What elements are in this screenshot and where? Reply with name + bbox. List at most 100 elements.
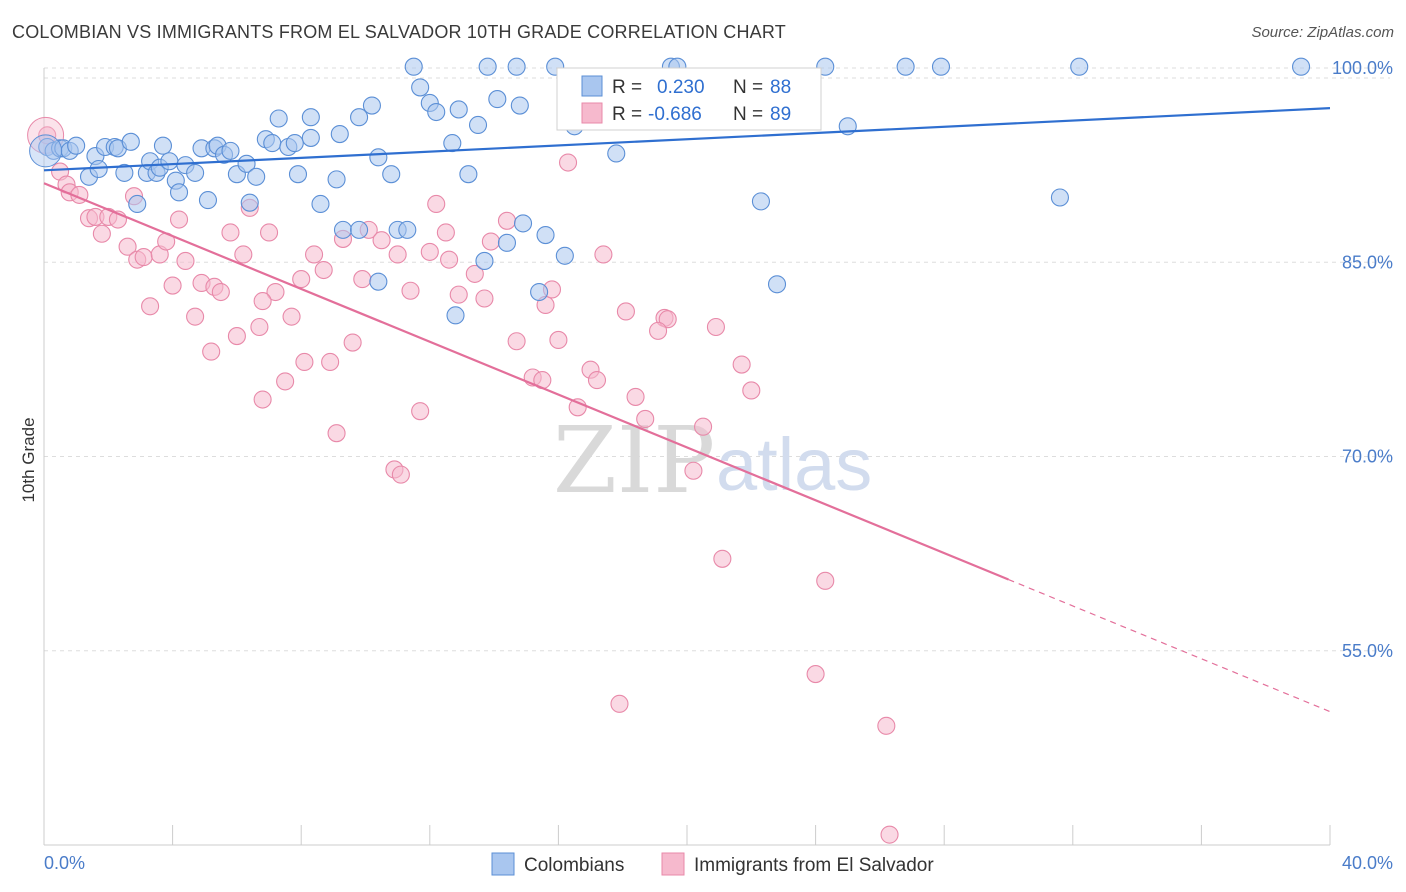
point-colombians [333,220,353,239]
point-colombians [555,246,574,265]
point-colombians [160,152,179,171]
x-tick-label-min: 0.0% [44,853,85,873]
legend-swatch-el-salvador [661,852,685,876]
point-el-salvador [202,342,221,361]
point-colombians [285,134,304,153]
y-tick-label: 55.0% [1342,641,1393,661]
point-colombians [301,128,320,147]
y-axis-title: 10th Grade [19,417,38,502]
stats-r-label-pink: R = [612,104,642,125]
trend-line-el-salvador [43,182,1009,581]
legend-label-el-salvador: Immigrants from El Salvador [694,855,934,876]
legend-swatch-colombians [491,852,515,876]
point-colombians [288,165,308,184]
stats-legend: R = 0.230 N = 88 R = -0.686 N = 89 [556,67,822,131]
point-el-salvador [806,665,825,684]
point-colombians [404,57,423,76]
point-el-salvador [649,321,668,340]
point-el-salvador [141,297,160,316]
stats-r-value-pink: -0.686 [648,104,702,125]
point-el-salvador [549,330,568,350]
point-colombians [1050,188,1069,207]
point-el-salvador [706,317,725,337]
point-el-salvador [475,289,494,308]
point-colombians [121,132,140,151]
point-el-salvador [314,260,333,280]
source-label: Source: ZipAtlas.com [1251,24,1394,41]
point-colombians-large [29,134,63,168]
point-el-salvador [266,282,285,302]
series-colombians-points [29,57,1311,325]
point-el-salvador [626,387,645,406]
point-el-salvador [684,461,703,480]
stats-legend-swatch-blue [581,75,603,97]
stats-r-value-blue: 0.230 [657,77,705,98]
point-el-salvador [292,270,311,289]
point-el-salvador [658,310,677,329]
point-el-salvador [507,332,526,351]
point-colombians [115,163,134,182]
point-el-salvador [694,417,713,436]
point-el-salvador [250,317,269,337]
point-colombians [488,90,507,109]
point-el-salvador [636,409,655,428]
point-el-salvador [713,549,732,568]
point-colombians [475,251,494,271]
point-colombians [398,220,417,239]
x-tick-label-max: 40.0% [1342,853,1393,873]
trend-line-colombians [43,107,1331,172]
point-colombians [263,134,282,153]
point-el-salvador [221,223,240,242]
point-el-salvador [163,276,182,295]
trend-lines [43,107,1331,713]
point-el-salvador [134,248,153,267]
point-colombians [198,191,218,210]
point-colombians [221,141,240,160]
point-el-salvador [353,270,372,289]
watermark-zip: ZIP [553,407,715,514]
point-colombians [186,163,205,182]
point-colombians [513,214,533,233]
point-el-salvador [253,292,272,311]
point-el-salvador [259,223,279,242]
point-el-salvador [321,352,340,372]
point-el-salvador [253,390,272,409]
point-el-salvador [92,224,111,243]
point-colombians [530,282,549,302]
point-colombians [468,115,488,135]
trend-line-el-salvador-extrapolated [1008,578,1331,713]
stats-n-label-blue: N = [733,77,763,98]
point-colombians [896,57,915,76]
x-tick-labels: 0.0% 40.0% [44,853,1393,873]
point-el-salvador [440,250,459,269]
point-colombians [67,136,86,155]
point-colombians [169,183,189,202]
point-colombians [369,148,388,167]
point-el-salvador [610,694,629,713]
stats-r-label-blue: R = [612,77,642,98]
point-el-salvador [436,223,455,242]
point-el-salvador [420,242,439,261]
point-colombians [767,275,787,294]
stats-legend-swatch-pink [581,102,603,124]
point-el-salvador [411,402,430,421]
point-colombians [382,165,401,184]
point-colombians [497,233,517,252]
point-el-salvador [295,352,314,372]
point-el-salvador [742,381,761,400]
point-colombians [536,226,555,245]
point-el-salvador [816,571,835,590]
y-tick-label: 100.0% [1332,58,1393,78]
point-colombians [411,78,430,97]
point-el-salvador [497,211,517,230]
point-colombians [510,96,529,115]
point-el-salvador [388,245,407,264]
point-el-salvador [391,465,410,484]
point-el-salvador [372,231,391,250]
point-el-salvador [211,282,230,302]
point-colombians [1292,57,1311,76]
point-colombians [350,108,369,127]
y-tick-label: 70.0% [1342,447,1393,467]
point-el-salvador [481,232,500,251]
